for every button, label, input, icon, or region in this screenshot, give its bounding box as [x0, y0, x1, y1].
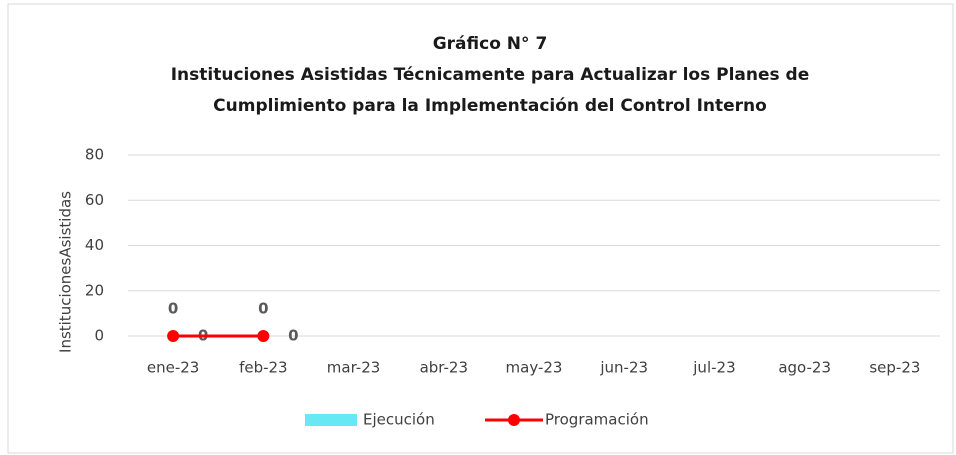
chart-title: Instituciones Asistidas Técnicamente par…	[171, 65, 810, 85]
y-tick-label: 60	[85, 191, 104, 209]
data-label: 0	[288, 327, 298, 345]
data-label: 0	[258, 300, 268, 318]
y-tick-label: 20	[85, 281, 104, 299]
x-tick-label: abr-23	[420, 359, 468, 377]
point	[167, 330, 180, 342]
y-tick-label: 40	[85, 236, 104, 254]
point	[257, 330, 270, 342]
x-tick-label: may-23	[506, 359, 563, 377]
legend-swatch	[508, 414, 520, 426]
x-tick-label: jul-23	[692, 359, 735, 377]
x-tick-label: ago-23	[778, 359, 831, 377]
x-tick-label: jun-23	[599, 359, 648, 377]
x-tick-label: sep-23	[869, 359, 920, 377]
x-tick-label: feb-23	[239, 359, 288, 377]
legend-swatch	[305, 414, 357, 426]
y-tick-label: 0	[94, 327, 104, 345]
chart-title: Gráfico N° 7	[433, 34, 548, 54]
y-tick-label: 80	[85, 146, 104, 164]
legend-label: Programación	[545, 411, 649, 429]
y-axis-label: InstitucionesAsistidas	[57, 191, 75, 353]
chart-frame	[7, 3, 954, 454]
data-label: 0	[168, 300, 178, 318]
legend-label: Ejecución	[363, 411, 435, 429]
x-tick-label: ene-23	[147, 359, 199, 377]
x-tick-label: mar-23	[327, 359, 381, 377]
chart-title: Cumplimiento para la Implementación del …	[213, 96, 767, 116]
